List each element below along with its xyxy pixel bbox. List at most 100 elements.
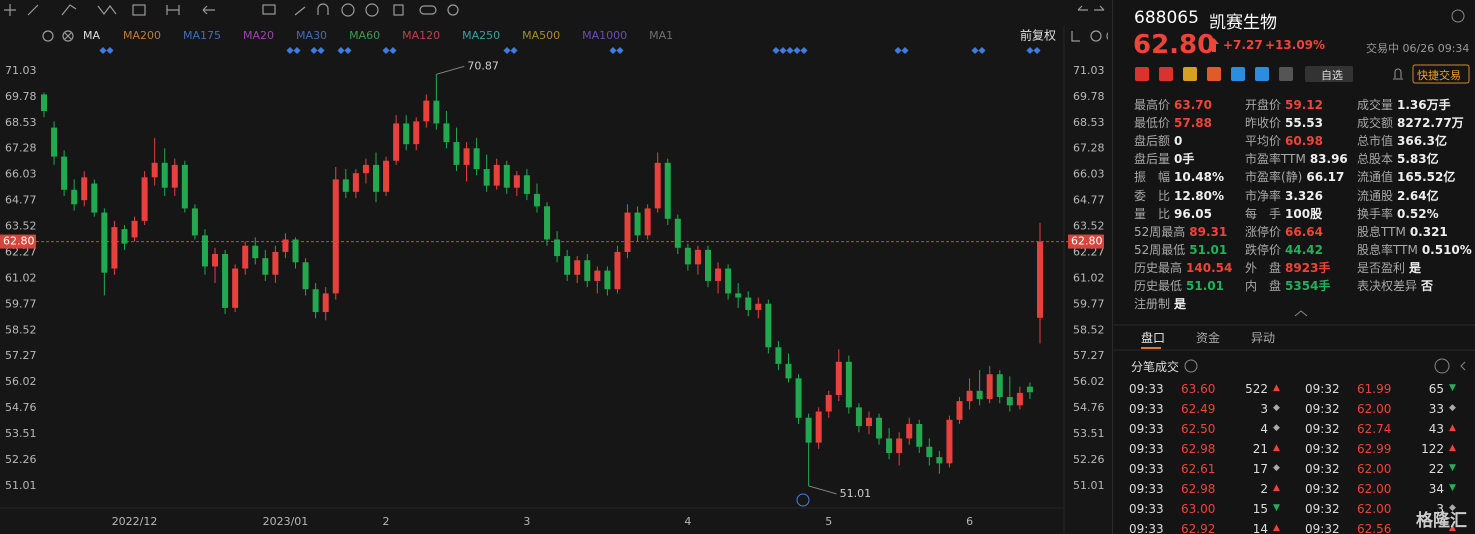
last-price-tag	[1068, 234, 1104, 249]
candle-body	[845, 361, 852, 408]
y-tick-label-right: 69.78	[1073, 90, 1105, 103]
marker	[344, 46, 352, 55]
stat-value: 否	[1421, 279, 1434, 293]
candle-body	[513, 175, 520, 188]
stat: 平均价 60.98	[1245, 132, 1323, 149]
stat: 历史最低 51.01	[1134, 277, 1224, 294]
ma-legend: MA250	[462, 29, 500, 42]
stat-label: 成交额	[1357, 116, 1394, 131]
tab[interactable]: 盘口	[1141, 331, 1166, 345]
candle-body	[906, 423, 913, 439]
trade-price: 62.98	[1181, 442, 1216, 456]
watch-button[interactable]: 自选	[1321, 69, 1343, 82]
candle-body	[544, 206, 551, 240]
trade-volume: 522	[1245, 382, 1268, 396]
y-tick-label: 64.77	[5, 194, 37, 207]
trade-time: 09:33	[1129, 402, 1164, 416]
x-tick-label: 6	[966, 515, 973, 528]
quick-trade-button[interactable]: 快捷交易	[1417, 69, 1461, 82]
ma-label: MA	[83, 29, 100, 42]
ma-legend: MA200	[123, 29, 161, 42]
trade-arrow: ▲	[1449, 523, 1456, 533]
candle-body	[463, 148, 470, 165]
candle-body	[815, 411, 822, 443]
candle-body	[342, 179, 349, 192]
stat-label: 开盘价	[1245, 98, 1282, 112]
stat-value: 8923手	[1285, 260, 1331, 275]
stat-label: 涨停价	[1245, 224, 1282, 239]
stat-label: 股息率TTM	[1357, 242, 1418, 257]
y-tick-label-right: 62.27	[1073, 246, 1105, 259]
stat-label: 流通股	[1357, 188, 1394, 203]
y-tick-label: 67.28	[5, 142, 37, 155]
candle-body	[443, 123, 450, 143]
marker	[800, 46, 808, 55]
adjust-mode: 前复权	[1020, 28, 1056, 43]
trade-time: 09:32	[1305, 422, 1340, 436]
marker	[310, 46, 318, 55]
candle-body	[554, 239, 561, 257]
annotation-leader	[808, 485, 837, 495]
stat-label: 是否盈利	[1357, 260, 1406, 275]
stat: 流通股 2.64亿	[1357, 187, 1439, 204]
candle-body	[362, 164, 369, 174]
stat-value: 83.96	[1309, 152, 1348, 167]
trade-time: 09:33	[1129, 442, 1164, 456]
candle-body	[393, 123, 400, 161]
ma-legend: MA120	[402, 29, 440, 42]
candle-body	[523, 175, 530, 194]
last-price-label: 62.80	[1071, 235, 1103, 248]
marker	[901, 46, 909, 55]
drawing-toolbar	[4, 3, 1118, 42]
stat-value: 96.05	[1174, 206, 1212, 221]
candle-body	[493, 164, 500, 186]
tab[interactable]: 异动	[1251, 331, 1276, 345]
trades-title: 分笔成交	[1131, 360, 1180, 374]
candle-body	[352, 173, 359, 192]
candle-body	[413, 121, 420, 145]
stat-value: 0.510%	[1421, 242, 1472, 257]
stat-label: 成交量	[1357, 98, 1394, 112]
stat-label: 表决权差异	[1357, 279, 1418, 293]
stat-label: 最低价	[1134, 116, 1171, 131]
ma-legend: MA20	[243, 29, 274, 42]
annotation-label: 51.01	[840, 487, 872, 500]
candle-body	[262, 258, 269, 275]
candle-body	[634, 212, 641, 236]
trade-volume: 2	[1260, 482, 1268, 496]
trade-price: 62.00	[1357, 482, 1392, 496]
trade-arrow: ◆	[1449, 403, 1456, 413]
candle-body	[91, 183, 98, 213]
candle-body	[272, 251, 279, 275]
stat-value: 60.98	[1285, 134, 1323, 149]
last-price-label: 62.80	[3, 235, 35, 248]
y-tick-label-right: 68.53	[1073, 116, 1105, 129]
stat-label: 股息TTM	[1357, 224, 1406, 239]
candle-body	[835, 361, 842, 395]
marker	[609, 46, 617, 55]
y-tick-label: 68.53	[5, 116, 37, 129]
stat-label: 总市值	[1357, 134, 1394, 149]
trade-price: 63.00	[1181, 502, 1216, 516]
y-tick-label: 53.51	[5, 427, 37, 440]
candle-body	[141, 177, 148, 221]
ma-legend: MA1	[649, 29, 673, 42]
tab[interactable]: 资金	[1196, 331, 1221, 345]
candle-body	[574, 260, 581, 275]
stat: 最高价 63.70	[1134, 96, 1212, 113]
trade-volume: 43	[1428, 422, 1444, 436]
candle-body	[664, 162, 671, 219]
y-tick-label: 62.27	[5, 246, 37, 259]
stat-label: 历史最高	[1134, 260, 1183, 275]
stat: 跌停价 44.42	[1245, 241, 1323, 258]
stat-value: 57.88	[1174, 116, 1212, 131]
candle-body	[715, 268, 722, 281]
event-markers	[99, 46, 1041, 55]
y-tick-label-right: 54.76	[1073, 401, 1105, 414]
trade-volume: 15	[1252, 502, 1268, 516]
stat-value: 66.64	[1285, 224, 1323, 239]
trade-volume: 3	[1260, 402, 1268, 416]
candle-body	[896, 438, 903, 453]
stat-value: 55.53	[1285, 116, 1323, 131]
candle-body	[735, 293, 742, 298]
